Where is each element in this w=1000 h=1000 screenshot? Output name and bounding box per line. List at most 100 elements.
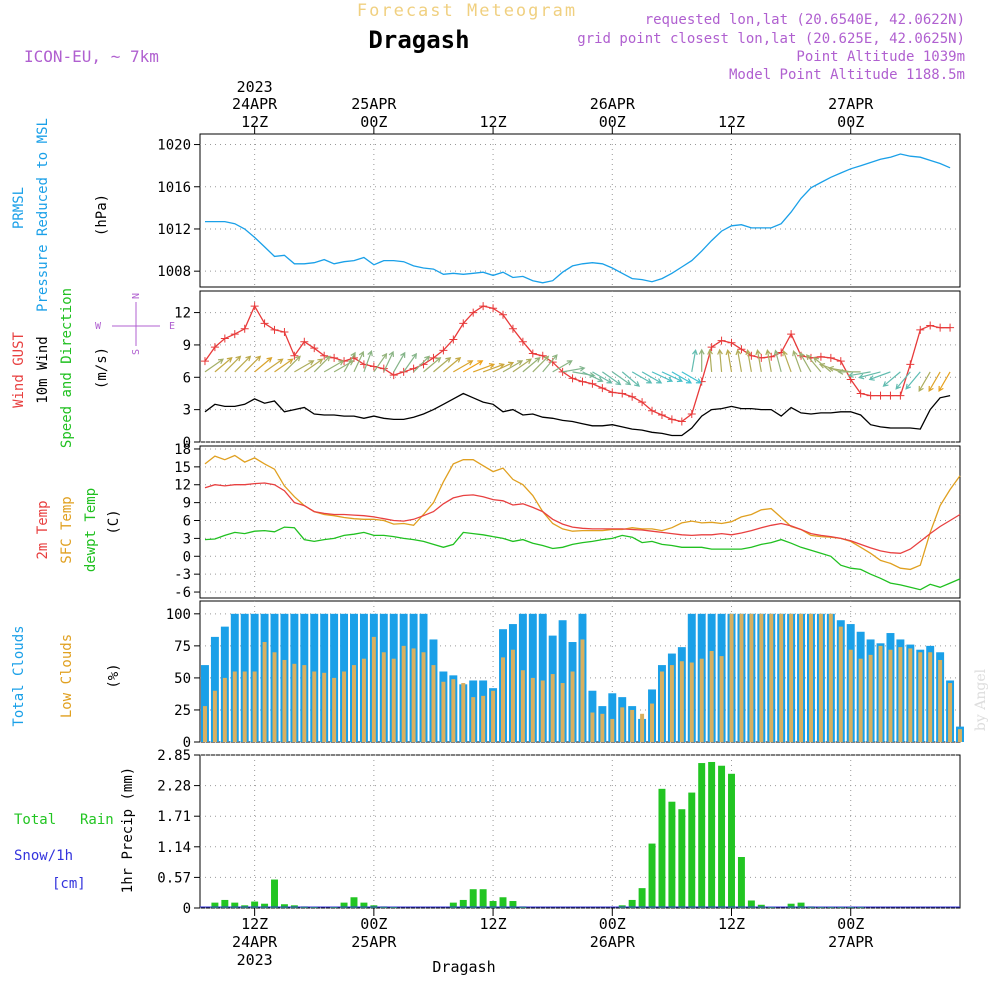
temp-unit: (C)	[106, 509, 122, 534]
wind-arrow	[373, 352, 388, 373]
low-cloud-bar	[262, 642, 267, 742]
temp2m-line	[204, 482, 961, 554]
bottom-hour-label: 12Z	[480, 915, 507, 933]
bottom-date-label: 26APR	[590, 933, 636, 951]
wind-arrow	[592, 371, 613, 384]
model-altitude: Model Point Altitude 1188.5m	[729, 67, 965, 83]
wind-arrow	[413, 355, 431, 373]
wind-arrow	[799, 351, 812, 373]
wind-arrow	[681, 371, 702, 384]
wind10m-line	[204, 392, 951, 437]
top-hour-label: 00Z	[599, 113, 626, 131]
gust-marker	[826, 353, 835, 362]
low-cloud-bar	[878, 645, 883, 742]
rain-bar	[787, 903, 795, 908]
low-cloud-bar	[759, 613, 764, 742]
low-cloud-bar	[461, 683, 466, 742]
gust-marker	[290, 351, 299, 360]
wind-arrow	[552, 360, 573, 373]
gust-marker	[300, 337, 309, 346]
gust-marker	[240, 324, 249, 333]
low-cloud-bar	[918, 652, 923, 742]
gust-marker	[320, 351, 329, 360]
wind-arrow	[805, 354, 822, 373]
wind-arrow	[443, 356, 462, 373]
rain-bar	[449, 902, 457, 908]
wind-arrow	[423, 356, 442, 373]
gust-marker	[250, 302, 259, 311]
bottom-hour-label: 00Z	[837, 915, 864, 933]
rain-bar	[211, 902, 219, 908]
wind-arrow	[472, 363, 496, 373]
cloud-ytick-label: 25	[174, 703, 191, 719]
model-label: ICON-EU, ~ 7km	[24, 47, 159, 66]
precip-ytick-label: 2.85	[157, 748, 191, 764]
gust-marker	[906, 360, 915, 369]
total-rain-label: Total	[14, 812, 56, 828]
low-cloud-bar	[620, 707, 625, 742]
pressure-frame	[199, 133, 961, 288]
wind-arrow	[905, 371, 921, 390]
low-cloud-bar	[769, 613, 774, 742]
low-cloud-bar	[222, 677, 227, 742]
gust-marker	[836, 357, 845, 366]
rain-bar	[737, 857, 745, 908]
snow-unit-label: [cm]	[52, 876, 86, 892]
gust-marker	[886, 391, 895, 400]
gust-marker	[598, 384, 607, 393]
low-cloud-bar	[828, 613, 833, 742]
low-cloud-bar	[431, 665, 436, 742]
gust-marker	[260, 319, 269, 328]
wind-arrow	[773, 349, 782, 373]
gust-marker	[518, 337, 527, 346]
gust-marker	[916, 325, 925, 334]
gust-marker	[727, 338, 736, 347]
total-cloud-bar	[200, 665, 209, 742]
gust-marker	[499, 310, 508, 319]
compass-w: W	[95, 321, 102, 332]
low-cloud-bar	[709, 650, 714, 742]
gust-marker	[568, 374, 577, 383]
wind-arrow	[745, 348, 752, 372]
gust-marker	[946, 323, 955, 332]
pressure-ytick-label: 1012	[157, 222, 191, 238]
wind-ytick-label: 9	[183, 338, 191, 354]
wind-arrow	[323, 360, 345, 373]
gust-marker	[876, 391, 885, 400]
wind-arrow	[651, 371, 674, 383]
gust-marker	[270, 325, 279, 334]
wind-arrow	[244, 355, 262, 373]
rain-bar	[499, 897, 507, 908]
low-cloud-bar	[361, 658, 366, 742]
wind-arrow	[611, 371, 632, 386]
low-cloud-bar	[640, 713, 645, 742]
rain-label: Rain	[80, 812, 114, 828]
gust-marker	[608, 388, 617, 397]
wind-arrow	[782, 350, 792, 373]
low-cloud-bar	[948, 683, 953, 742]
low-cloud-bar	[242, 671, 247, 742]
wind-arrow	[698, 348, 705, 372]
requested-coord: requested lon,lat (20.6540E, 42.0622N)	[645, 12, 965, 28]
top-hour-label: 12Z	[718, 113, 745, 131]
product-title: Forecast Meteogram	[357, 1, 577, 21]
wind-arrow	[661, 371, 684, 383]
low-cloud-bar	[322, 672, 327, 742]
gust-marker	[280, 327, 289, 336]
bottom-date-label: 27APR	[828, 933, 874, 951]
temp-frame	[199, 445, 961, 599]
sfc-temp-label: SFC Temp	[59, 496, 75, 563]
gust-marker	[230, 330, 239, 339]
rain-bar	[479, 889, 487, 908]
temp-ytick-label: 9	[183, 496, 191, 512]
wind-arrow	[837, 368, 861, 375]
gust-marker	[369, 362, 378, 371]
wind-arrow	[735, 348, 743, 372]
rain-bar	[708, 761, 716, 908]
wind-ytick-label: 12	[174, 306, 191, 322]
snow-label: Snow/1h	[14, 848, 73, 864]
low-cloud-bar	[749, 613, 754, 742]
gust-marker	[200, 357, 209, 366]
gust-marker	[648, 406, 657, 415]
wind-arrow	[264, 358, 284, 373]
